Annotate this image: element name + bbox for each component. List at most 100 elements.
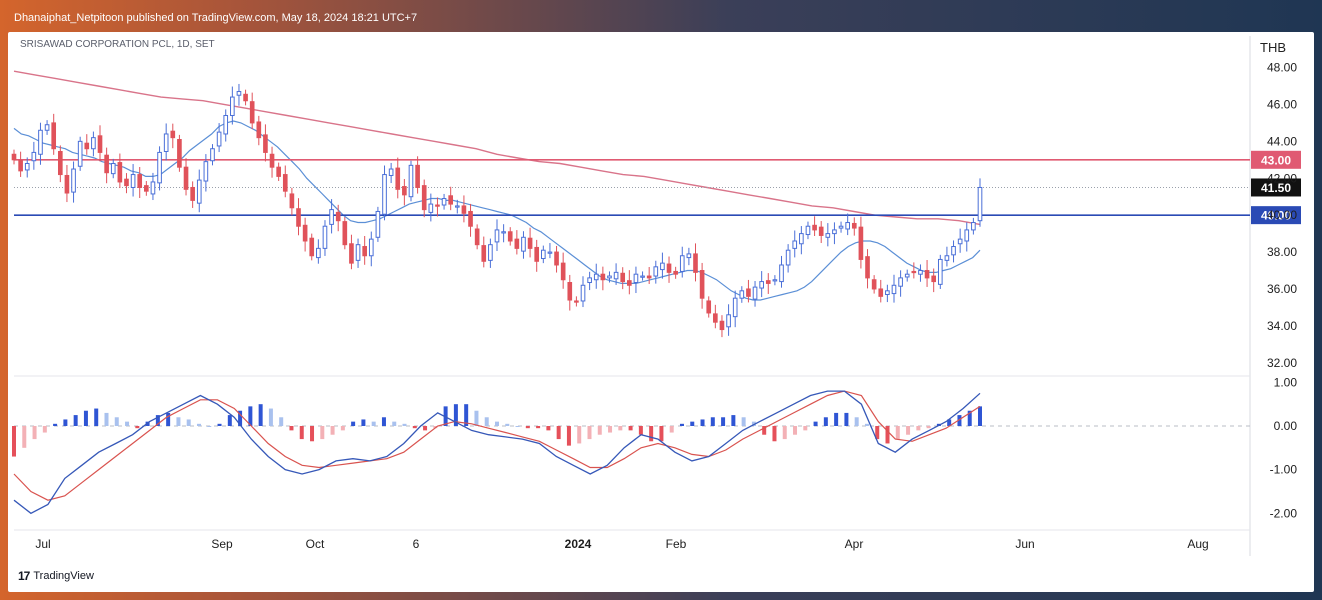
macd-histogram-bar bbox=[649, 426, 654, 442]
candle-up bbox=[918, 270, 923, 275]
macd-tick-label: -1.00 bbox=[1270, 463, 1298, 477]
candle-up bbox=[210, 148, 215, 162]
macd-histogram-bar bbox=[813, 421, 818, 426]
candle-down bbox=[534, 246, 540, 262]
macd-histogram-bar bbox=[844, 412, 849, 426]
candle-up bbox=[587, 277, 592, 284]
candle-up bbox=[488, 244, 493, 261]
macd-histogram-bar bbox=[351, 421, 356, 426]
candle-up bbox=[216, 131, 222, 147]
macd-line bbox=[13, 390, 981, 515]
candle-down bbox=[97, 135, 103, 153]
macd-histogram-bar bbox=[340, 426, 345, 431]
candle-up bbox=[203, 161, 209, 182]
time-tick-label: Oct bbox=[306, 537, 325, 551]
candle-up bbox=[150, 181, 156, 195]
macd-tick-label: -2.00 bbox=[1270, 506, 1298, 520]
macd-histogram-bar bbox=[885, 426, 890, 444]
macd-histogram-bar bbox=[258, 404, 263, 426]
candle-up bbox=[223, 115, 229, 135]
candle-down bbox=[812, 224, 817, 231]
macd-histogram-bar bbox=[63, 419, 68, 426]
time-tick-label: Aug bbox=[1187, 537, 1208, 551]
candle-down bbox=[574, 300, 579, 303]
candle-up bbox=[44, 124, 50, 131]
candle-down bbox=[124, 178, 129, 187]
macd-histogram-bar bbox=[176, 417, 181, 426]
candle-up bbox=[593, 273, 599, 281]
candle-up bbox=[540, 249, 546, 260]
time-tick-label: Sep bbox=[211, 537, 233, 551]
macd-histogram-bar bbox=[186, 419, 191, 426]
macd-histogram-bar bbox=[556, 426, 561, 440]
candle-up bbox=[230, 96, 235, 117]
candle-down bbox=[421, 185, 427, 211]
candles-layer bbox=[11, 83, 983, 338]
candle-down bbox=[349, 243, 354, 264]
macd-histogram-bar bbox=[721, 417, 726, 426]
candle-up bbox=[329, 209, 334, 225]
time-tick-label: Jun bbox=[1015, 537, 1034, 551]
brand-label: TradingView bbox=[33, 570, 94, 582]
candle-down bbox=[527, 237, 533, 249]
macd-histogram-bar bbox=[577, 426, 582, 444]
macd-histogram-bar bbox=[926, 426, 931, 429]
candle-down bbox=[931, 275, 937, 283]
candle-up bbox=[799, 233, 804, 245]
candle-up bbox=[686, 253, 692, 259]
candle-up bbox=[653, 266, 659, 277]
candle-up bbox=[845, 222, 850, 230]
candle-up bbox=[607, 275, 612, 279]
candle-up bbox=[236, 91, 242, 96]
macd-histogram-bar bbox=[361, 419, 366, 426]
publisher-caption: Dhanaiphat_Netpitoon published on Tradin… bbox=[14, 12, 418, 24]
macd-histogram-bar bbox=[546, 426, 551, 431]
candle-up bbox=[91, 137, 96, 150]
candle-up bbox=[355, 244, 361, 261]
candle-down bbox=[474, 228, 480, 246]
macd-histogram-bar bbox=[268, 408, 273, 426]
tradingview-logo[interactable]: 17 TradingView bbox=[18, 569, 94, 583]
macd-histogram-bar bbox=[587, 426, 592, 440]
time-tick-label: Jul bbox=[35, 537, 50, 551]
macd-histogram-bar bbox=[823, 417, 828, 426]
macd-histogram-bar bbox=[289, 426, 294, 431]
macd-histogram-bar bbox=[310, 426, 315, 442]
axes-layer: 48.00 46.00 44.00 42.00 40.00 38.00 36.00 34.00… bbox=[35, 61, 1297, 551]
candle-down bbox=[64, 174, 70, 194]
macd-histogram-bar bbox=[464, 404, 469, 426]
symbol-info: SRISAWAD CORPORATION PCL, 1D, SET bbox=[20, 39, 215, 50]
candle-up bbox=[110, 162, 116, 175]
macd-histogram-bar bbox=[505, 423, 510, 426]
candle-down bbox=[713, 313, 718, 323]
candle-down bbox=[269, 153, 275, 168]
ema-fast-line bbox=[13, 120, 981, 301]
macd-histogram-bar bbox=[536, 426, 541, 429]
macd-histogram-bar bbox=[906, 426, 911, 435]
price-tick-label: 38.00 bbox=[1267, 245, 1297, 259]
candle-up bbox=[501, 231, 506, 234]
candle-up bbox=[580, 284, 586, 302]
macd-histogram-bar bbox=[628, 426, 633, 431]
candle-up bbox=[24, 162, 30, 171]
macd-signal-line bbox=[13, 390, 981, 501]
candle-down bbox=[296, 208, 301, 227]
candle-down bbox=[289, 193, 295, 209]
macd-histogram-bar bbox=[155, 415, 160, 426]
candle-down bbox=[554, 251, 559, 266]
candle-down bbox=[673, 270, 678, 275]
candle-down bbox=[335, 211, 341, 222]
currency-label[interactable]: THB bbox=[1260, 40, 1286, 55]
candle-down bbox=[243, 93, 248, 102]
resistance-price-badge bbox=[1251, 150, 1301, 169]
macd-histogram-bar bbox=[248, 406, 253, 426]
candle-up bbox=[885, 290, 890, 295]
candle-up bbox=[964, 229, 970, 242]
candle-down bbox=[144, 185, 149, 192]
macd-histogram-bar bbox=[371, 421, 376, 426]
candle-down bbox=[468, 210, 473, 227]
candle-up bbox=[613, 271, 619, 280]
macd-histogram-bar bbox=[495, 421, 499, 426]
macd-histogram-bar bbox=[793, 426, 798, 435]
